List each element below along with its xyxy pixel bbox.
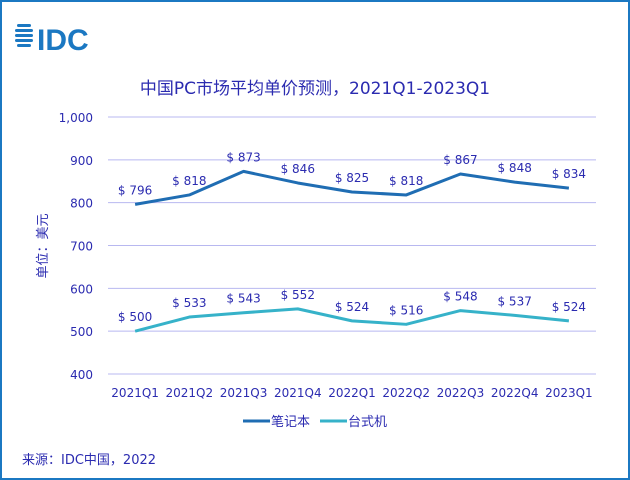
data-label: $ 796	[118, 183, 152, 197]
legend-label-desktop: 台式机	[348, 415, 387, 430]
x-tick-label: 2021Q4	[274, 386, 322, 400]
x-tick-label: 2022Q2	[382, 386, 430, 400]
y-tick-label: 400	[70, 368, 93, 382]
data-label: $ 524	[335, 300, 369, 314]
data-label: $ 818	[389, 174, 423, 188]
data-label: $ 834	[552, 167, 586, 181]
data-label: $ 516	[389, 303, 423, 317]
x-tick-label: 2021Q1	[111, 386, 159, 400]
series-line-notebook	[134, 169, 570, 206]
series-line-desktop	[134, 307, 570, 333]
y-axis-label: 单位：美元	[36, 213, 51, 278]
y-tick-label: 800	[70, 197, 93, 211]
x-tick-label: 2022Q1	[328, 386, 376, 400]
data-label: $ 548	[443, 290, 477, 304]
y-tick-label: 500	[70, 325, 93, 339]
chart-title: 中国PC市场平均单价预测，2021Q1-2023Q1	[140, 79, 490, 99]
x-tick-label: 2022Q4	[491, 386, 539, 400]
data-label: $ 533	[172, 296, 206, 310]
x-tick-label: 2021Q3	[220, 386, 268, 400]
x-tick-label: 2023Q1	[545, 386, 593, 400]
y-tick-label: 700	[70, 240, 93, 254]
data-label: $ 867	[443, 153, 477, 167]
x-tick-label: 2021Q2	[166, 386, 214, 400]
legend-label-notebook: 笔记本	[271, 414, 310, 430]
y-tick-label: 600	[70, 282, 93, 296]
globe-icon	[15, 24, 33, 47]
data-label: $ 552	[281, 288, 315, 302]
data-label: $ 500	[118, 310, 152, 324]
data-label: $ 846	[281, 162, 315, 176]
data-label: $ 848	[497, 161, 531, 175]
data-label: $ 543	[226, 292, 260, 306]
x-tick-label: 2022Q3	[437, 386, 485, 400]
data-label: $ 537	[497, 294, 531, 308]
data-label: $ 825	[335, 171, 369, 185]
legend: 笔记本 台式机	[243, 414, 387, 430]
y-tick-label: 1,000	[59, 111, 93, 125]
y-tick-label: 900	[70, 154, 93, 168]
idc-logo: IDC	[15, 24, 89, 57]
logo-text: IDC	[37, 24, 89, 57]
source-note: 来源：IDC中国，2022	[22, 453, 156, 468]
data-label: $ 818	[172, 174, 206, 188]
data-label: $ 873	[226, 150, 260, 164]
data-label: $ 524	[552, 300, 586, 314]
